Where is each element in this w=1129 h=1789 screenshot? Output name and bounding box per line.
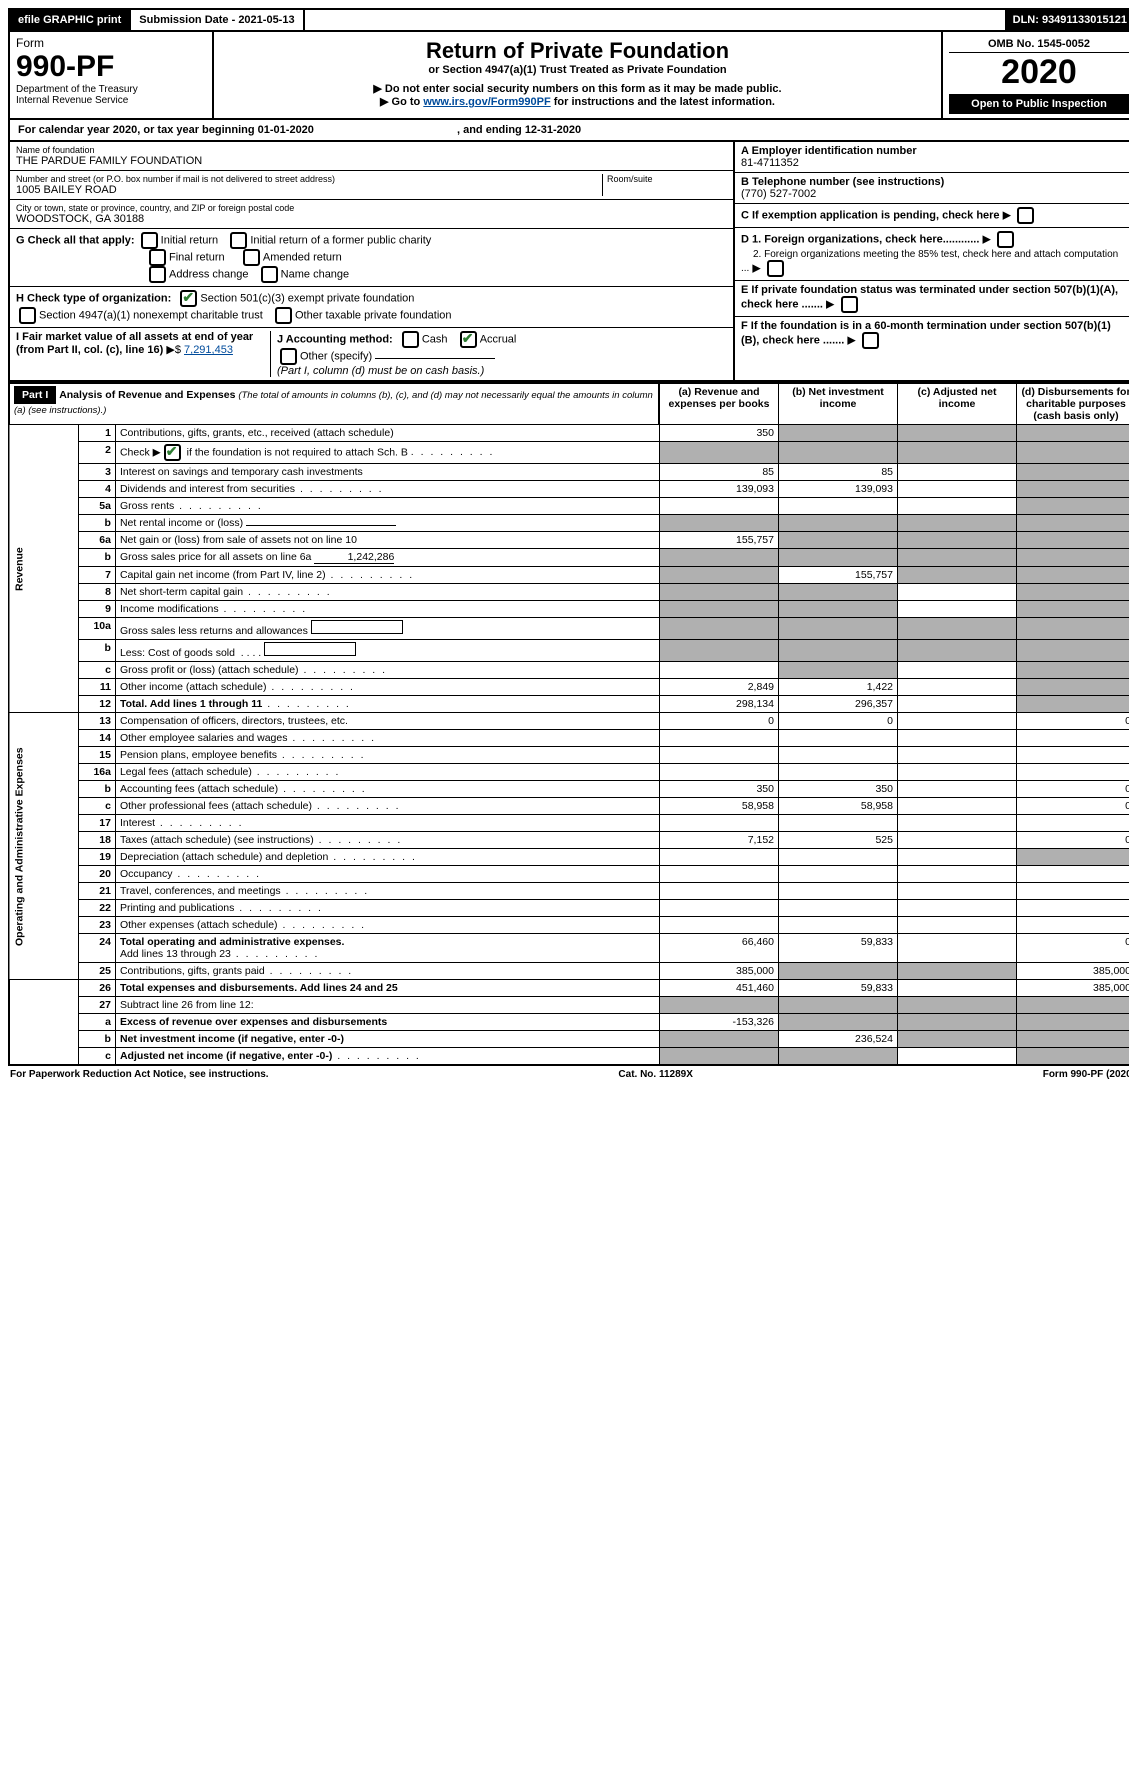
f-label: F If the foundation is in a 60-month ter… (741, 320, 1111, 346)
omb-number: OMB No. 1545-0052 (949, 36, 1129, 53)
col-a-head: (a) Revenue and expenses per books (659, 383, 779, 425)
checkbox-final[interactable] (149, 249, 166, 266)
checkbox-f[interactable] (862, 332, 879, 349)
d1-label: D 1. Foreign organizations, check here..… (741, 233, 979, 245)
checkbox-accrual[interactable] (460, 331, 477, 348)
addr-label: Number and street (or P.O. box number if… (16, 174, 602, 184)
section-h: H Check type of organization: Section 50… (10, 287, 733, 328)
checkbox-4947[interactable] (19, 307, 36, 324)
checkbox-initial[interactable] (141, 232, 158, 249)
checkbox-name[interactable] (261, 266, 278, 283)
irs-link[interactable]: www.irs.gov/Form990PF (423, 96, 550, 108)
irs-label: Internal Revenue Service (16, 95, 206, 106)
col-b-head: (b) Net investment income (779, 383, 898, 425)
foundation-info: Name of foundation THE PARDUE FAMILY FOU… (8, 142, 1129, 382)
checkbox-other-tax[interactable] (275, 307, 292, 324)
checkbox-amended[interactable] (243, 249, 260, 266)
form-title: Return of Private Foundation (224, 38, 931, 64)
checkbox-schb[interactable] (164, 444, 181, 461)
city-label: City or town, state or province, country… (16, 203, 727, 213)
col-c-head: (c) Adjusted net income (898, 383, 1017, 425)
form-word: Form (16, 36, 206, 50)
form-header: Form 990-PF Department of the Treasury I… (8, 32, 1129, 120)
warning-ssn: ▶ Do not enter social security numbers o… (224, 82, 931, 95)
section-g: G Check all that apply: Initial return I… (10, 229, 733, 287)
checkbox-501c3[interactable] (180, 290, 197, 307)
part1-title: Analysis of Revenue and Expenses (59, 389, 235, 401)
checkbox-d1[interactable] (997, 231, 1014, 248)
dept-treasury: Department of the Treasury (16, 84, 206, 95)
calendar-year-row: For calendar year 2020, or tax year begi… (8, 120, 1129, 142)
checkbox-d2[interactable] (767, 260, 784, 277)
footer-left: For Paperwork Reduction Act Notice, see … (10, 1069, 269, 1080)
top-bar: efile GRAPHIC print Submission Date - 20… (8, 8, 1129, 32)
foundation-name: THE PARDUE FAMILY FOUNDATION (16, 155, 727, 167)
dln-label: DLN: 93491133015121 (1005, 10, 1129, 30)
d2-label: 2. Foreign organizations meeting the 85%… (741, 249, 1118, 274)
part1-table: Part I Analysis of Revenue and Expenses … (8, 382, 1129, 1066)
fmv-link[interactable]: 7,291,453 (184, 344, 233, 356)
room-label: Room/suite (607, 174, 727, 184)
ein-label: A Employer identification number (741, 145, 917, 157)
revenue-label: Revenue (9, 425, 78, 713)
warning-goto: ▶ Go to www.irs.gov/Form990PF for instru… (224, 95, 931, 108)
checkbox-initial-former[interactable] (230, 232, 247, 249)
c-label: C If exemption application is pending, c… (741, 209, 1000, 221)
phone-label: B Telephone number (see instructions) (741, 176, 944, 188)
checkbox-cash[interactable] (402, 331, 419, 348)
col-d-head: (d) Disbursements for charitable purpose… (1017, 383, 1129, 425)
checkbox-address[interactable] (149, 266, 166, 283)
part1-label: Part I (14, 386, 56, 404)
foundation-addr: 1005 BAILEY ROAD (16, 184, 602, 196)
checkbox-other-method[interactable] (280, 348, 297, 365)
e-label: E If private foundation status was termi… (741, 284, 1118, 310)
efile-label: efile GRAPHIC print (10, 10, 131, 30)
name-label: Name of foundation (16, 145, 727, 155)
expenses-label: Operating and Administrative Expenses (9, 713, 78, 980)
ein-value: 81-4711352 (741, 157, 799, 169)
open-public: Open to Public Inspection (949, 94, 1129, 114)
checkbox-e[interactable] (841, 296, 858, 313)
section-ij: I Fair market value of all assets at end… (10, 328, 733, 380)
page-footer: For Paperwork Reduction Act Notice, see … (8, 1066, 1129, 1083)
footer-mid: Cat. No. 11289X (618, 1069, 692, 1080)
footer-right: Form 990-PF (2020) (1043, 1069, 1129, 1080)
phone-value: (770) 527-7002 (741, 188, 816, 200)
form-number: 990-PF (16, 50, 206, 84)
form-subtitle: or Section 4947(a)(1) Trust Treated as P… (224, 64, 931, 76)
checkbox-c[interactable] (1017, 207, 1034, 224)
foundation-city: WOODSTOCK, GA 30188 (16, 213, 727, 225)
submission-date: Submission Date - 2021-05-13 (131, 10, 304, 30)
tax-year: 2020 (949, 53, 1129, 92)
